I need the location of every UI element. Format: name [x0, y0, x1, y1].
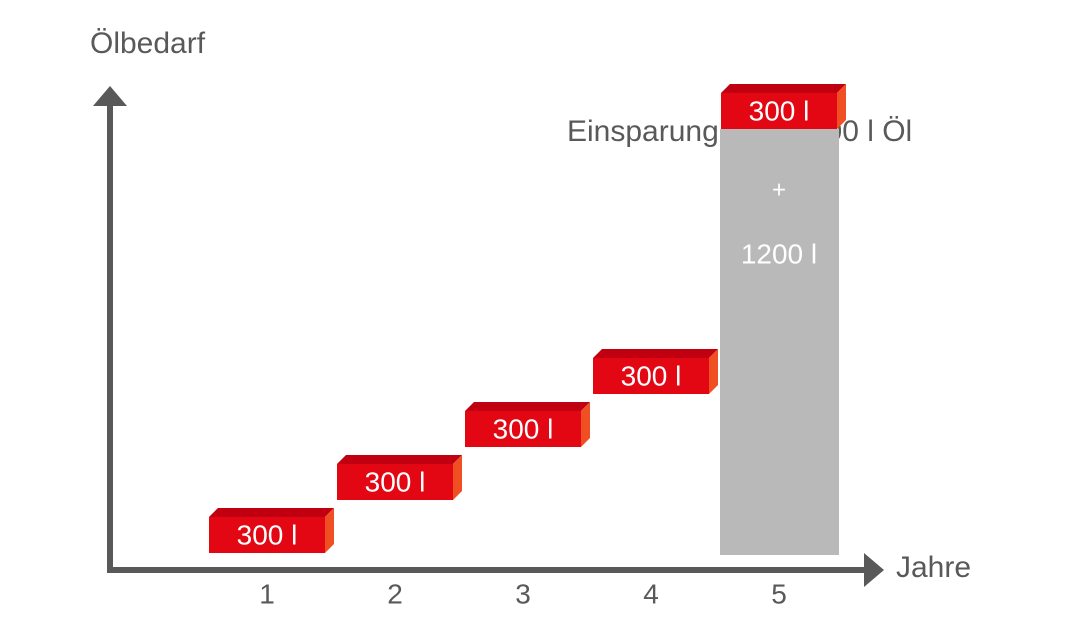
bar-side	[709, 348, 718, 394]
y-axis-label: Ölbedarf	[90, 27, 206, 60]
bar	[465, 410, 581, 447]
bar	[721, 92, 837, 129]
x-tick-label: 3	[515, 578, 531, 609]
bar-side	[581, 401, 590, 447]
bar-value-label: 300 l	[749, 95, 810, 126]
bar-prefix-label: +	[772, 176, 786, 203]
bar	[209, 516, 325, 553]
bar-top	[721, 83, 846, 93]
bar	[593, 357, 709, 394]
bar-value-label: 300 l	[621, 360, 682, 391]
bar-top	[465, 401, 590, 411]
x-tick-label: 2	[387, 578, 403, 609]
bar-value-label: 300 l	[493, 413, 554, 444]
bar-side	[453, 454, 462, 500]
bar	[720, 129, 839, 555]
bar-top	[337, 454, 462, 464]
x-tick-label: 4	[643, 578, 659, 609]
x-axis-arrow	[864, 553, 884, 587]
bar-value-label: 1200 l	[741, 238, 817, 269]
bar-top	[593, 348, 718, 358]
bar-top	[209, 507, 334, 517]
bar-side	[837, 83, 846, 129]
y-axis-arrow	[93, 86, 127, 106]
bar	[337, 463, 453, 500]
x-tick-label: 5	[771, 578, 787, 609]
x-tick-label: 1	[259, 578, 275, 609]
x-axis-label: Jahre	[896, 551, 971, 584]
bar-value-label: 300 l	[237, 519, 298, 550]
bar-value-label: 300 l	[365, 466, 426, 497]
bar-side	[325, 507, 334, 553]
